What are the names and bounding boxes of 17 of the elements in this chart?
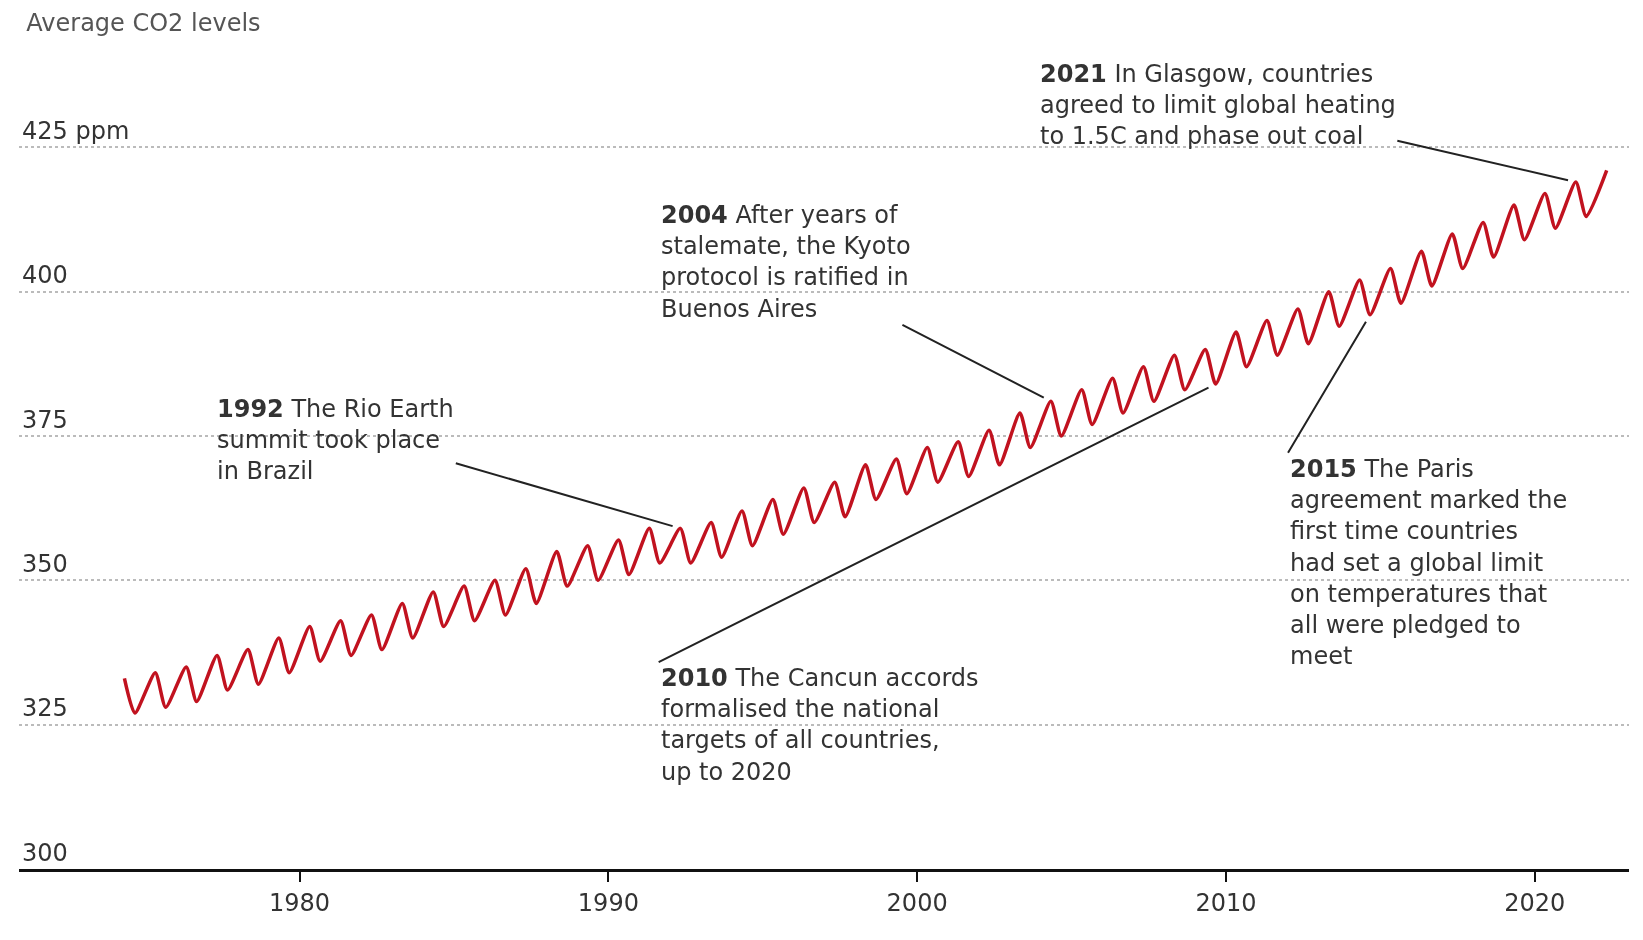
x-tick-label: 2020 xyxy=(1504,888,1566,917)
annotation: 2010 The Cancun accords formalised the national targets of all countries, up to 2020 xyxy=(661,664,979,786)
y-tick-label: 300 xyxy=(22,838,68,867)
annotation: 2021 In Glasgow, countries agreed to limit global heating to 1.5C and phase out coal xyxy=(1040,60,1396,151)
annotation: 1992 The Rio Earth summit took place in Brazil xyxy=(217,395,454,486)
y-tick-label: 425 ppm xyxy=(22,116,130,145)
x-tick-label: 1990 xyxy=(577,888,639,917)
y-tick-label: 325 xyxy=(22,694,68,723)
annotation: 2015 The Paris agreement marked the first time countries had set a global limit on temperatures that all were pledged to meet xyxy=(1290,455,1568,671)
chart-title: Average CO2 levels xyxy=(26,8,261,37)
x-tick-label: 1980 xyxy=(268,888,331,917)
y-tick-label: 375 xyxy=(22,405,68,434)
annotation: 2004 After years of stalemate, the Kyoto protocol is ratified in Buenos Aires xyxy=(661,201,911,323)
y-tick-label: 400 xyxy=(22,261,68,290)
x-tick-label: 2010 xyxy=(1195,888,1257,917)
x-tick-label: 2000 xyxy=(886,888,948,917)
y-tick-label: 350 xyxy=(22,549,68,578)
